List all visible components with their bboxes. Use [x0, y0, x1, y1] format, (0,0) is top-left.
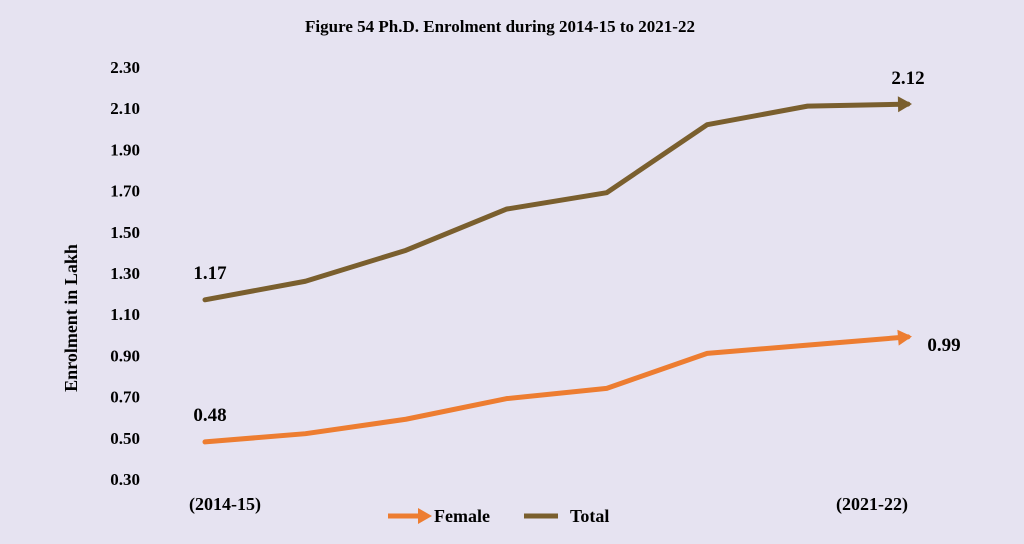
series-line-total: [202, 101, 911, 303]
y-axis-label: Enrolment in Lakh: [61, 244, 81, 392]
data-label-female-first: 0.48: [193, 405, 226, 426]
series-arrow-female: [897, 329, 912, 346]
y-tick-label: 0.70: [110, 388, 140, 407]
series-arrow-total: [897, 96, 912, 113]
legend-item-female: Female: [388, 506, 490, 526]
data-label-female-last: 0.99: [927, 335, 960, 356]
y-tick-label: 1.30: [110, 264, 140, 283]
legend-label-total: Total: [570, 506, 609, 526]
legend-arrow-female: [418, 508, 432, 524]
data-label-total-first: 1.17: [193, 263, 227, 284]
x-label-last: (2021-22): [836, 494, 908, 515]
data-labels: 0.48 0.99 1.17 2.12: [193, 68, 960, 426]
y-axis-ticks: 2.30 2.10 1.90 1.70 1.50 1.30 1.10 0.90 0.70 0.50…: [110, 58, 140, 489]
y-tick-label: 0.90: [110, 346, 140, 365]
x-label-first: (2014-15): [189, 494, 261, 515]
y-tick-label: 0.50: [110, 429, 140, 448]
legend-item-total: Total: [524, 506, 609, 526]
data-label-total-last: 2.12: [891, 68, 924, 89]
y-tick-label: 1.70: [110, 182, 140, 201]
series-lines: [202, 96, 912, 445]
series-line-female: [202, 334, 911, 445]
y-tick-label: 2.30: [110, 58, 140, 77]
y-tick-label: 1.50: [110, 223, 140, 242]
y-tick-label: 2.10: [110, 99, 140, 118]
y-tick-label: 1.10: [110, 305, 140, 324]
y-tick-label: 0.30: [110, 470, 140, 489]
chart-title: Figure 54 Ph.D. Enrolment during 2014-15…: [305, 17, 695, 36]
legend: Female Total: [388, 506, 609, 526]
legend-label-female: Female: [434, 506, 490, 526]
y-tick-label: 1.90: [110, 140, 140, 159]
